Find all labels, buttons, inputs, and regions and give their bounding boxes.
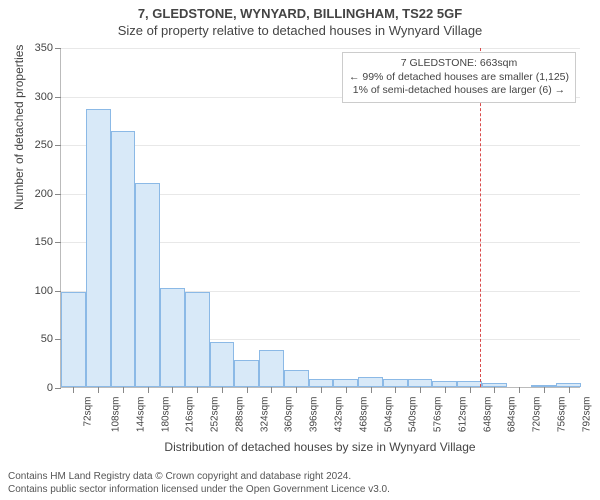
x-tick [123,387,124,393]
plot-area: 7 GLEDSTONE: 663sqm ← 99% of detached ho… [60,48,580,388]
x-tick-label: 216sqm [185,397,196,433]
chart-title-block: 7, GLEDSTONE, WYNYARD, BILLINGHAM, TS22 … [0,0,600,38]
x-tick [519,387,520,393]
x-tick [247,387,248,393]
x-tick-label: 540sqm [408,397,419,433]
x-tick [371,387,372,393]
x-tick [148,387,149,393]
x-tick [470,387,471,393]
x-tick-label: 684sqm [507,397,518,433]
x-tick-label: 432sqm [333,397,344,433]
x-tick-label: 576sqm [432,397,443,433]
callout-line-3: 1% of semi-detached houses are larger (6… [349,84,569,98]
histogram-bar [457,381,482,387]
x-tick [395,387,396,393]
histogram-bar [160,288,185,387]
histogram-bar [86,109,111,387]
histogram-bar [309,379,334,387]
x-tick-label: 360sqm [284,397,295,433]
x-tick [172,387,173,393]
y-tick-label: 100 [35,285,61,297]
title-line-2: Size of property relative to detached ho… [0,23,600,38]
x-tick [271,387,272,393]
y-tick-label: 0 [47,382,61,394]
histogram-bar [210,342,235,387]
histogram-bar [284,370,309,387]
callout-box: 7 GLEDSTONE: 663sqm ← 99% of detached ho… [342,52,576,103]
x-tick-label: 288sqm [234,397,245,433]
callout-line-2: ← 99% of detached houses are smaller (1,… [349,71,569,85]
x-tick-label: 504sqm [383,397,394,433]
histogram-bar [482,383,507,387]
x-tick-label: 72sqm [83,397,94,427]
histogram-bar [383,379,408,387]
x-tick-label: 468sqm [358,397,369,433]
x-tick [544,387,545,393]
title-line-1: 7, GLEDSTONE, WYNYARD, BILLINGHAM, TS22 … [0,6,600,21]
x-tick-label: 180sqm [160,397,171,433]
x-tick-label: 144sqm [135,397,146,433]
gridline [61,145,580,146]
x-tick [445,387,446,393]
y-tick-label: 200 [35,188,61,200]
footer-line-1: Contains HM Land Registry data © Crown c… [8,471,390,484]
y-axis-label: Number of detached properties [12,45,26,210]
y-tick-label: 350 [35,42,61,54]
x-tick-label: 756sqm [556,397,567,433]
x-tick-label: 720sqm [531,397,542,433]
x-tick-label: 612sqm [457,397,468,433]
x-tick-label: 108sqm [110,397,121,433]
x-axis-label: Distribution of detached houses by size … [60,440,580,454]
histogram-bar [408,379,433,387]
x-tick [420,387,421,393]
x-tick [346,387,347,393]
histogram-bar [259,350,284,387]
x-tick-label: 648sqm [482,397,493,433]
x-tick [494,387,495,393]
callout-line-1: 7 GLEDSTONE: 663sqm [349,57,569,71]
x-tick [569,387,570,393]
histogram-bar [185,292,210,387]
x-tick [222,387,223,393]
footer-line-2: Contains public sector information licen… [8,484,390,497]
x-tick [73,387,74,393]
x-tick-label: 792sqm [581,397,592,433]
histogram-bar [531,385,556,387]
footer-attribution: Contains HM Land Registry data © Crown c… [8,471,390,496]
histogram-bar [333,379,358,387]
x-tick-label: 396sqm [309,397,320,433]
histogram-bar [111,131,136,387]
x-tick [296,387,297,393]
histogram-bar [556,383,581,387]
gridline [61,48,580,49]
histogram-bar [432,381,457,387]
x-tick [98,387,99,393]
x-tick [197,387,198,393]
y-tick-label: 300 [35,91,61,103]
x-tick-label: 324sqm [259,397,270,433]
histogram-chart: 7 GLEDSTONE: 663sqm ← 99% of detached ho… [60,48,580,388]
x-tick-label: 252sqm [209,397,220,433]
y-tick-label: 50 [41,333,61,345]
x-tick [321,387,322,393]
y-tick-label: 250 [35,139,61,151]
histogram-bar [61,292,86,387]
histogram-bar [234,360,259,387]
histogram-bar [135,183,160,387]
y-tick-label: 150 [35,236,61,248]
histogram-bar [358,377,383,387]
